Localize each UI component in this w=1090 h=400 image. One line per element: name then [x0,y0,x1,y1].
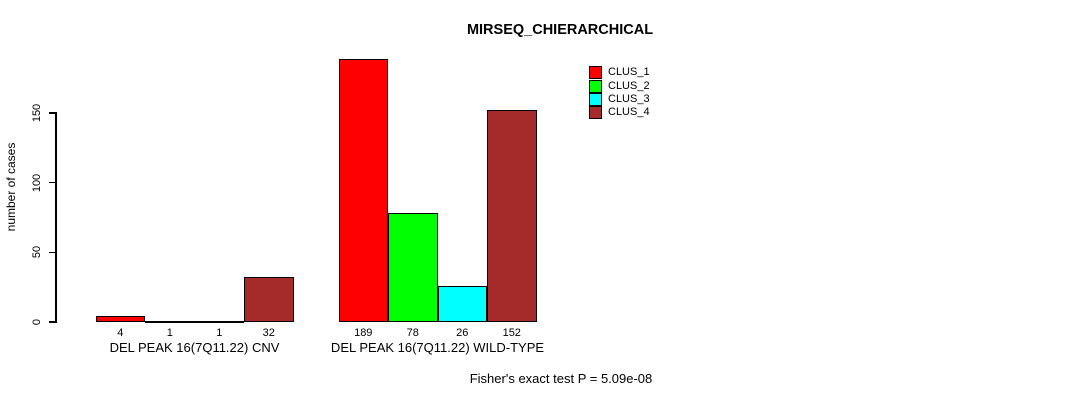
clus_2-bar [145,320,195,323]
legend-item-clus_3: CLUS_3 [589,92,650,106]
y-axis-label: number of cases [4,142,18,232]
legend-swatch-icon [589,66,602,80]
y-axis-tick [48,112,56,114]
y-axis-tick-label: 150 [31,103,43,123]
category-label: DEL PEAK 16(7Q11.22) CNV [109,340,280,355]
legend-swatch-icon [589,92,602,106]
clus_4-bar [244,277,294,322]
y-axis-tick [48,251,56,254]
legend-item-clus_2: CLUS_2 [589,79,650,93]
bar-value-label: 1 [216,327,223,339]
legend-label: CLUS_4 [608,106,650,119]
bar-value-label: 32 [262,327,275,339]
y-axis-line [55,112,57,323]
y-axis-tick-label: 0 [31,318,43,326]
y-axis-tick-label: 100 [31,173,43,192]
bar-value-label: 4 [117,327,124,339]
bar-value-label: 1 [166,327,173,339]
clus_3-bar [194,320,244,323]
legend-item-clus_4: CLUS_4 [589,106,650,120]
bar-value-label: 26 [456,327,469,339]
legend-swatch-icon [589,106,602,120]
legend: CLUS_1 CLUS_2 CLUS_3 CLUS_4 [589,66,650,120]
chart-title: MIRSEQ_CHIERARCHICAL [466,22,654,38]
bar-value-label: 78 [406,327,419,339]
legend-item-clus_1: CLUS_1 [589,66,650,80]
clus_1-bar [338,58,388,322]
clus_3-bar [437,285,487,322]
clus_4-bar [487,110,537,322]
clus_2-bar [388,213,438,322]
y-axis-tick-label: 50 [31,246,43,259]
y-axis-tick [48,181,56,184]
annotation-fisher-test: Fisher's exact test P = 5.09e-08 [469,371,653,386]
legend-swatch-icon [589,79,602,93]
category-label: DEL PEAK 16(7Q11.22) WILD-TYPE [330,340,545,355]
bar-value-label: 189 [354,327,373,339]
legend-label: CLUS_2 [608,79,650,92]
legend-label: CLUS_1 [608,66,650,79]
bar-value-label: 152 [502,327,521,339]
y-axis-tick [48,321,56,323]
clus_1-bar [95,316,145,322]
legend-label: CLUS_3 [608,92,650,105]
